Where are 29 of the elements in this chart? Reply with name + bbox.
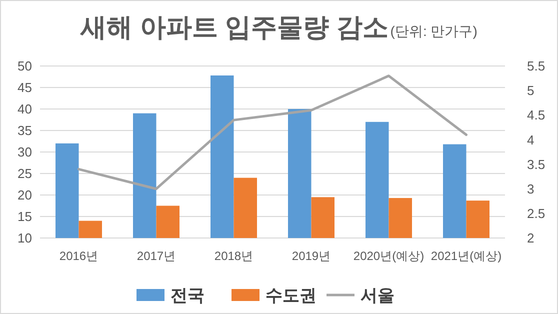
y2-tick-label: 5 [527, 83, 534, 98]
y2-tick-label: 5.5 [527, 58, 546, 74]
y-tick-label: 15 [18, 209, 32, 224]
y2-tick-label: 4.5 [527, 108, 546, 123]
chart-subtitle: (단위: 만가구) [390, 23, 478, 39]
line-series [78, 74, 468, 190]
y2-tick-label: 4 [527, 132, 534, 148]
y-tick-label: 40 [18, 102, 32, 117]
chart-title: 새해 아파트 입주물량 감소 [80, 12, 388, 42]
legend-label: 서울 [360, 286, 394, 305]
x-tick-label: 2019년 [292, 249, 331, 263]
y-tick-label: 25 [18, 166, 32, 182]
y-tick-label: 30 [18, 144, 32, 160]
y2-tick-label: 2 [527, 230, 534, 246]
y2-tick-label: 2.5 [527, 206, 546, 221]
y-tick-label: 45 [18, 80, 32, 96]
y-tick-label: 50 [18, 58, 32, 74]
legend-label: 전국 [170, 286, 204, 305]
y2-tick-label: 3.5 [527, 156, 546, 172]
x-tick-label: 2016년 [59, 249, 98, 263]
x-tick-label: 2020년(예상) [353, 249, 424, 263]
legend-label: 수도권 [266, 286, 316, 305]
y-tick-label: 35 [18, 123, 32, 138]
y-tick-label: 20 [18, 188, 32, 203]
y2-tick-label: 3 [527, 181, 534, 196]
y-tick-label: 10 [18, 230, 32, 246]
x-tick-label: 2017년 [136, 249, 176, 263]
x-tick-label: 2018년 [214, 249, 254, 263]
x-tick-label: 2021년(예상) [430, 249, 502, 263]
